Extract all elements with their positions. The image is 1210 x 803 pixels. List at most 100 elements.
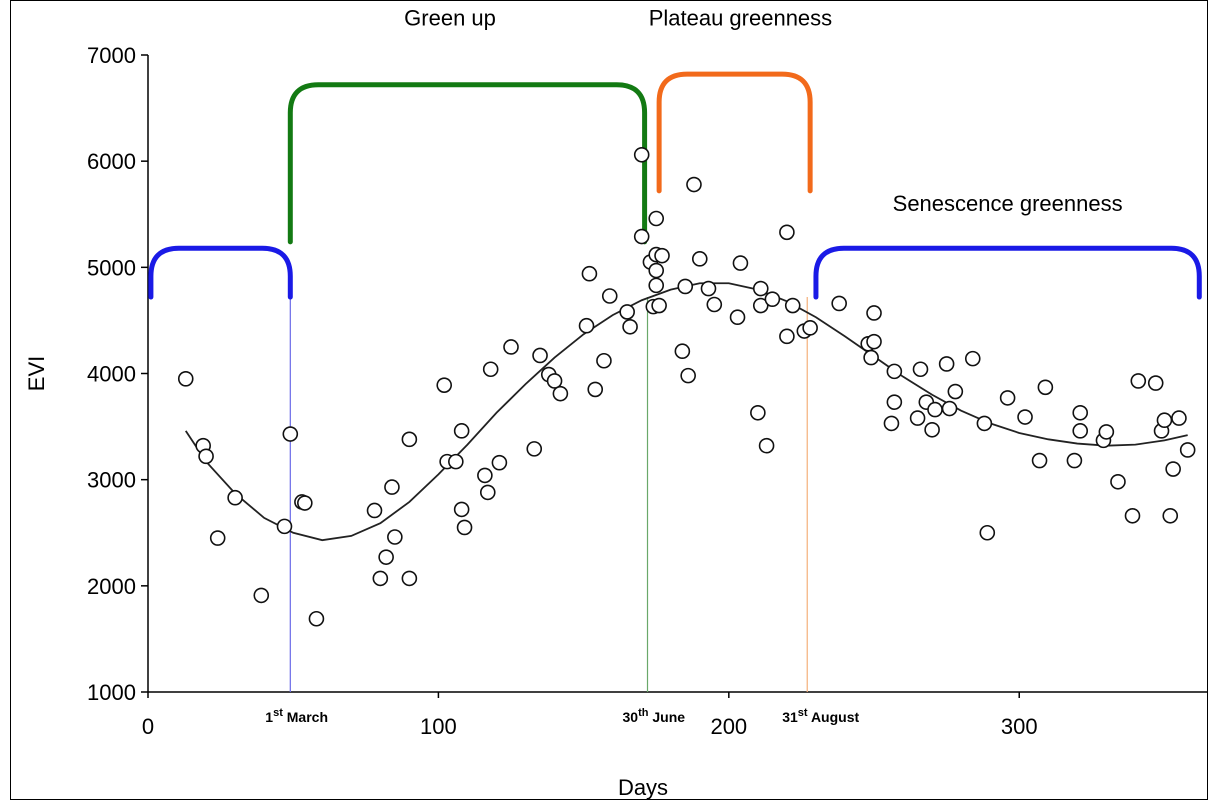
data-point — [938, 356, 955, 372]
data-point — [802, 320, 818, 336]
data-point — [651, 297, 667, 314]
y-tick-label: 5000 — [87, 255, 136, 280]
data-point — [378, 549, 394, 565]
data-point — [581, 265, 598, 282]
axis-ticks: 1000 2000 3000 4000 5000 6000 7000 0 100 200 300 — [87, 43, 1038, 739]
data-point — [654, 247, 670, 264]
data-point — [1110, 473, 1126, 490]
data-point — [866, 305, 882, 321]
data-point — [384, 479, 400, 495]
data-point — [729, 309, 746, 326]
data-point — [779, 224, 795, 241]
data-point — [209, 530, 226, 546]
data-point — [1072, 423, 1089, 439]
phase-label: Green up — [404, 5, 496, 30]
data-point — [453, 423, 470, 439]
data-point — [779, 328, 795, 345]
data-point — [546, 373, 563, 389]
data-point — [227, 489, 243, 506]
data-point — [282, 426, 299, 442]
data-point — [1171, 410, 1187, 426]
x-tick-label: 200 — [710, 714, 747, 739]
x-tick-label: 0 — [142, 714, 154, 739]
data-point — [758, 437, 775, 454]
data-point — [198, 448, 214, 465]
y-axis-title: EVI — [24, 356, 49, 391]
data-point — [912, 361, 929, 378]
data-point — [883, 415, 900, 432]
data-point — [1179, 442, 1196, 458]
data-point — [764, 291, 781, 307]
data-point — [866, 333, 882, 350]
data-point — [947, 383, 964, 400]
date-marker-label: 30th June — [623, 707, 686, 725]
data-point — [387, 529, 403, 545]
data-point — [503, 339, 519, 355]
data-point — [1130, 373, 1147, 389]
y-tick-label: 7000 — [87, 43, 136, 68]
phase-bracket — [287, 82, 648, 245]
data-point — [401, 431, 418, 448]
data-points — [177, 146, 1196, 627]
data-point — [1124, 507, 1141, 524]
phase-label: Senescence greenness — [893, 191, 1123, 216]
data-point — [927, 401, 943, 418]
data-point — [680, 367, 696, 384]
phase-label: Plateau greenness — [649, 5, 832, 30]
data-point — [1162, 507, 1179, 524]
data-point — [177, 371, 194, 387]
data-point — [1165, 461, 1181, 477]
data-point — [552, 385, 569, 402]
date-marker-label: 1st March — [265, 707, 328, 725]
data-point — [633, 146, 650, 163]
data-point — [633, 228, 650, 245]
date-markers: 1st March 30th June 31st August — [265, 297, 860, 725]
data-point — [1017, 409, 1033, 425]
data-point — [863, 349, 879, 366]
y-tick-label: 6000 — [87, 149, 136, 174]
data-point — [491, 454, 508, 471]
data-point — [784, 297, 801, 314]
data-point — [526, 441, 543, 457]
data-point — [297, 495, 313, 511]
data-point — [308, 610, 325, 627]
data-point — [1066, 452, 1083, 469]
fitted-curve — [185, 282, 1188, 542]
data-point — [1031, 452, 1048, 469]
data-point — [976, 415, 993, 432]
phase-bracket — [813, 245, 1202, 300]
data-point — [366, 502, 383, 519]
data-point — [886, 394, 903, 410]
y-tick-label: 1000 — [87, 680, 136, 705]
data-point — [372, 570, 389, 587]
data-point — [448, 453, 464, 470]
data-point — [886, 363, 903, 380]
data-point — [964, 350, 981, 367]
y-tick-label: 3000 — [87, 468, 136, 493]
data-point — [706, 296, 723, 313]
data-point — [752, 280, 769, 297]
data-point — [622, 318, 638, 335]
data-point — [482, 361, 499, 378]
data-point — [601, 288, 618, 304]
data-point — [648, 277, 665, 294]
data-point — [456, 519, 473, 536]
date-marker-label: 31st August — [782, 707, 859, 725]
data-point — [979, 524, 996, 541]
data-point — [532, 347, 548, 364]
data-point — [752, 297, 769, 314]
data-point — [578, 317, 595, 334]
phase-brackets: Green up Plateau greenness Senescence gree… — [148, 5, 1202, 300]
y-tick-label: 4000 — [87, 362, 136, 387]
data-point — [479, 484, 496, 501]
data-point — [477, 467, 493, 484]
data-point — [831, 295, 847, 312]
x-tick-label: 100 — [420, 714, 457, 739]
data-point — [1147, 375, 1164, 391]
data-point — [686, 176, 702, 193]
data-point — [453, 501, 470, 518]
data-point — [276, 518, 293, 535]
data-point — [401, 570, 418, 587]
data-point — [587, 381, 604, 398]
